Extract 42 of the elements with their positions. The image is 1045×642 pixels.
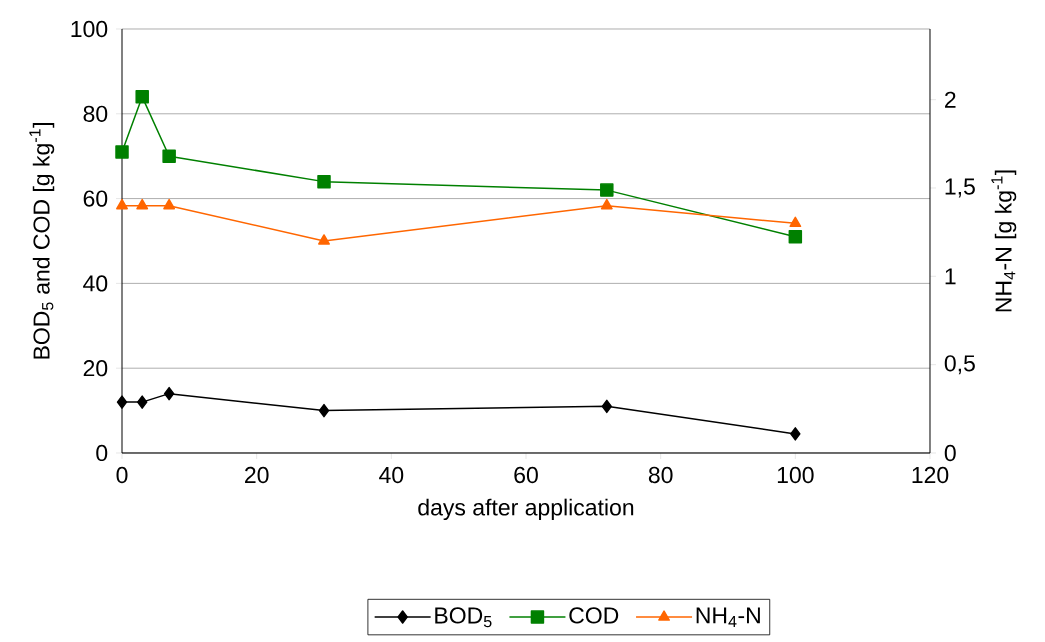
legend-label: NH$_{4}$-N <box>696 607 760 627</box>
point <box>789 216 802 228</box>
legend-label: BOD$_{5}$ <box>435 607 492 628</box>
point <box>116 198 128 210</box>
point <box>163 198 176 210</box>
y-tick-label: 80 <box>83 105 108 122</box>
y2-tick-label: 1,5 <box>945 178 975 198</box>
point <box>136 198 149 210</box>
x-axis-title: days after application <box>418 498 634 521</box>
y-axis-title: BOD$_{5}$ and COD [g kg$^{-1}$] <box>29 123 55 359</box>
x-tick-label: 0 <box>116 466 128 484</box>
point <box>600 183 614 197</box>
y2-tick-label: 2 <box>945 91 956 108</box>
y-tick-label: 40 <box>83 275 108 292</box>
x-tick-label: 100 <box>777 466 814 484</box>
y2-tick-label: 1 <box>945 268 956 285</box>
y-tick-label: 0 <box>96 444 108 462</box>
point <box>136 395 148 409</box>
y2-tick-label: 0,5 <box>944 355 975 375</box>
y2-axis-title: NH$_{4}$-N [g kg$^{-1}$] <box>991 170 1017 312</box>
point <box>115 145 129 159</box>
point <box>162 149 176 163</box>
x-tick-label: 40 <box>379 466 404 484</box>
point <box>601 399 613 414</box>
y-tick-label: 60 <box>83 190 108 207</box>
x-tick-label: 20 <box>245 466 269 484</box>
x-tick-label: 60 <box>514 466 538 484</box>
point <box>135 90 149 104</box>
point <box>600 198 613 210</box>
point <box>163 386 175 401</box>
y-tick-label: 100 <box>71 20 108 38</box>
point <box>318 403 330 418</box>
point <box>790 427 801 441</box>
y2-tick-label: 0 <box>944 444 956 462</box>
x-tick-label: 120 <box>912 466 949 484</box>
point <box>318 234 330 245</box>
point <box>788 230 803 244</box>
point <box>116 395 128 409</box>
y-tick-label: 20 <box>83 360 108 377</box>
x-tick-label: 80 <box>648 466 673 484</box>
legend-label: COD <box>569 607 619 624</box>
point <box>317 174 331 189</box>
